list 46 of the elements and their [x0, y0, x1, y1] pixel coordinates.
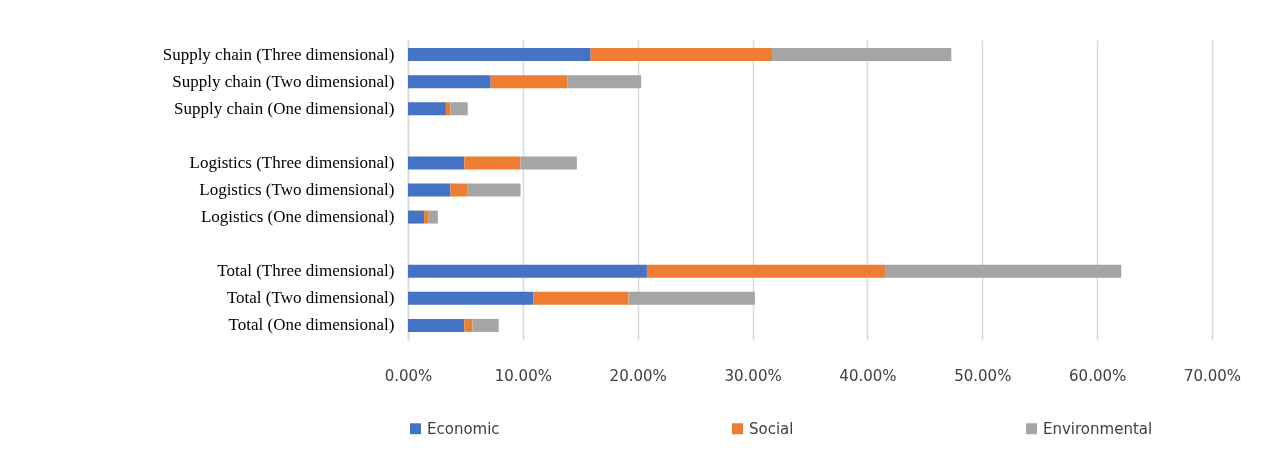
bar: [628, 291, 755, 305]
bar: [408, 183, 451, 197]
y-tick-label: Logistics (Two dimensional): [199, 180, 395, 199]
bar: [408, 291, 534, 305]
x-tick-label: 10.00%: [494, 366, 552, 385]
y-tick-label: Total (Two dimensional): [226, 288, 395, 308]
y-tick-label: Total (One dimensional): [228, 315, 395, 335]
bar: [408, 102, 446, 116]
x-tick-label: 20.00%: [609, 366, 667, 385]
bar: [408, 75, 491, 89]
bar: [885, 264, 1122, 278]
bar: [464, 318, 473, 332]
bar: [450, 183, 468, 197]
bar: [467, 183, 521, 197]
x-tick-label: 40.00%: [839, 366, 897, 385]
bar: [450, 102, 468, 116]
bar: [424, 210, 429, 224]
bar: [408, 210, 425, 224]
y-tick-label: Logistics (Three dimensional): [189, 152, 395, 172]
bar: [408, 264, 647, 278]
bar: [533, 291, 629, 305]
x-tick-label: 70.00%: [1183, 366, 1242, 385]
bar: [646, 264, 886, 278]
y-tick-label: Supply chain (Two dimensional): [172, 71, 395, 91]
bar: [590, 48, 773, 62]
y-tick-label: Logistics (One dimensional): [200, 207, 395, 227]
x-tick-label: 60.00%: [1069, 366, 1127, 385]
bar: [464, 156, 521, 170]
bar: [490, 75, 568, 89]
y-tick-label: Supply chain (One dimensional): [174, 98, 395, 118]
bar: [567, 75, 642, 89]
legend-label: Environmental: [1043, 419, 1153, 438]
bar: [772, 48, 952, 62]
y-tick-label: Supply chain (Three dimensional): [162, 44, 395, 64]
legend-label: Economic: [427, 419, 500, 438]
bar: [408, 318, 465, 332]
x-tick-label: 0.00%: [384, 366, 433, 385]
legend-label: Social: [749, 419, 794, 438]
x-tick-label: 50.00%: [954, 366, 1012, 385]
y-tick-label: Total (Three dimensional): [217, 261, 395, 281]
x-tick-label: 30.00%: [724, 366, 782, 385]
bar: [428, 210, 438, 224]
bar: [472, 318, 499, 332]
bar: [520, 156, 577, 170]
bar: [408, 48, 591, 62]
bar: [408, 156, 465, 170]
